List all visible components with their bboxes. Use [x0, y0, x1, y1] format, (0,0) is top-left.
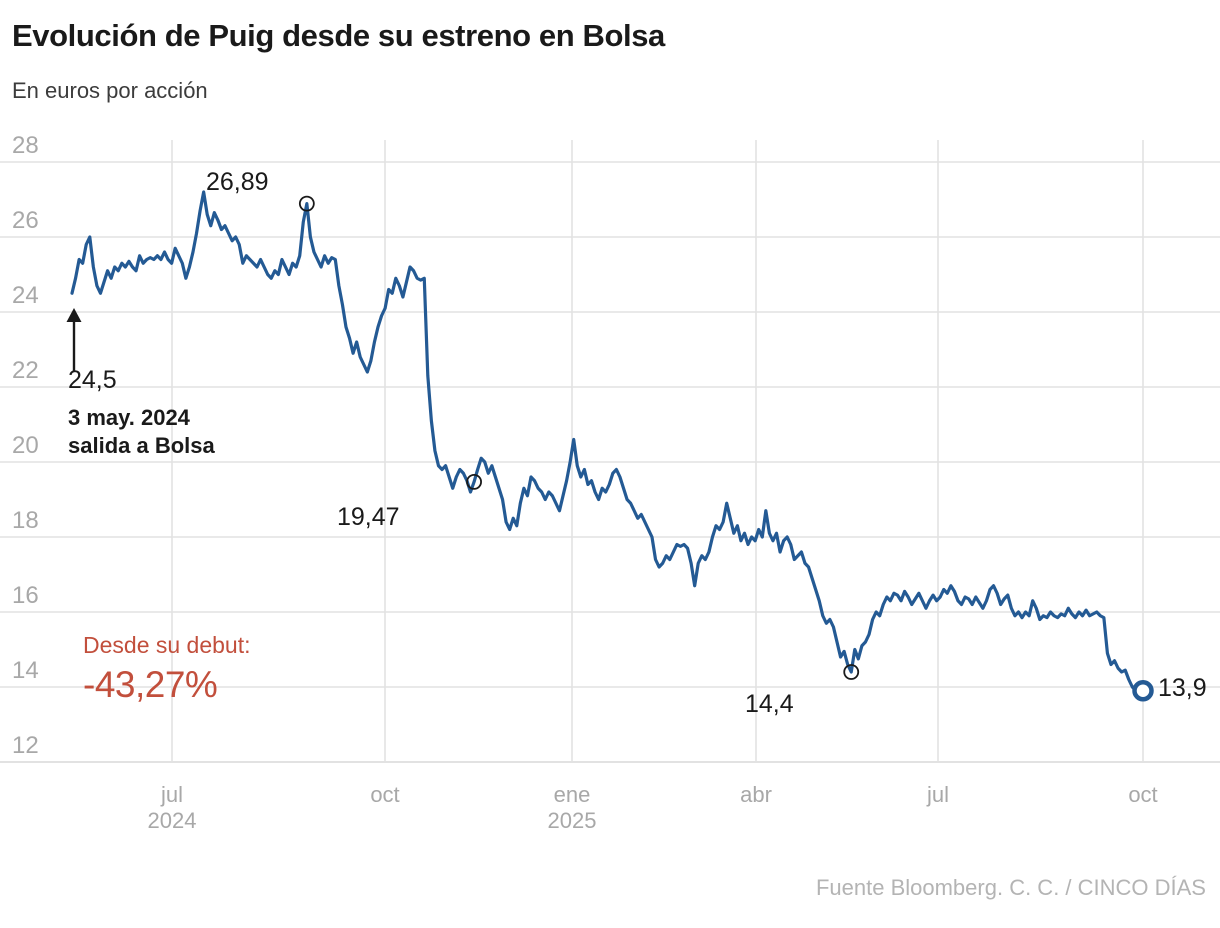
performance-callout: Desde su debut: -43,27%	[83, 632, 251, 705]
performance-value: -43,27%	[83, 664, 218, 705]
vertical-gridlines	[171, 140, 1144, 762]
x-tick-year: 2024	[147, 807, 197, 833]
page-title: Evolución de Puig desde su estreno en Bo…	[12, 18, 665, 53]
y-tick-label: 22	[12, 357, 39, 384]
x-tick-month: abr	[740, 782, 772, 807]
x-tick-label: jul 2024	[112, 782, 232, 834]
performance-label: Desde su debut:	[83, 632, 251, 658]
up-arrow-icon	[66, 308, 82, 372]
price-line	[70, 190, 1145, 695]
ipo-event-text: salida a Bolsa	[68, 433, 215, 459]
y-tick-label: 18	[12, 507, 39, 534]
data-point-markers	[298, 195, 1154, 702]
y-tick-label: 20	[12, 432, 39, 459]
x-tick-label: ene 2025	[512, 782, 632, 834]
x-tick-label: oct	[1083, 782, 1203, 808]
mid-value-label: 19,47	[337, 503, 400, 531]
x-tick-label: jul	[878, 782, 998, 808]
y-tick-label: 26	[12, 207, 39, 234]
x-tick-label: abr	[696, 782, 816, 808]
ipo-annotation: 3 may. 2024 salida a Bolsa	[68, 404, 215, 460]
chart-subtitle: En euros por acción	[12, 78, 208, 103]
x-tick-month: jul	[926, 782, 949, 807]
x-tick-year: 2025	[547, 807, 597, 833]
x-tick-month: oct	[370, 782, 400, 807]
x-tick-month: oct	[1128, 782, 1158, 807]
y-tick-label: 14	[12, 657, 39, 684]
y-tick-label: 24	[12, 282, 39, 309]
low-value-label: 14,4	[745, 690, 794, 718]
y-tick-label: 16	[12, 582, 39, 609]
ipo-date-text: 3 may. 2024	[68, 405, 190, 430]
y-tick-label: 28	[12, 132, 39, 159]
last-value-label: 13,9	[1158, 674, 1207, 702]
source-credit: Fuente Bloomberg. C. C. / CINCO DÍAS	[815, 875, 1206, 900]
peak-value-label: 26,89	[206, 168, 269, 196]
y-tick-label: 12	[12, 732, 39, 759]
x-tick-label: oct	[325, 782, 445, 808]
x-tick-month: jul	[160, 782, 183, 807]
x-tick-month: ene	[553, 782, 591, 807]
ipo-value-label: 24,5	[68, 366, 117, 394]
